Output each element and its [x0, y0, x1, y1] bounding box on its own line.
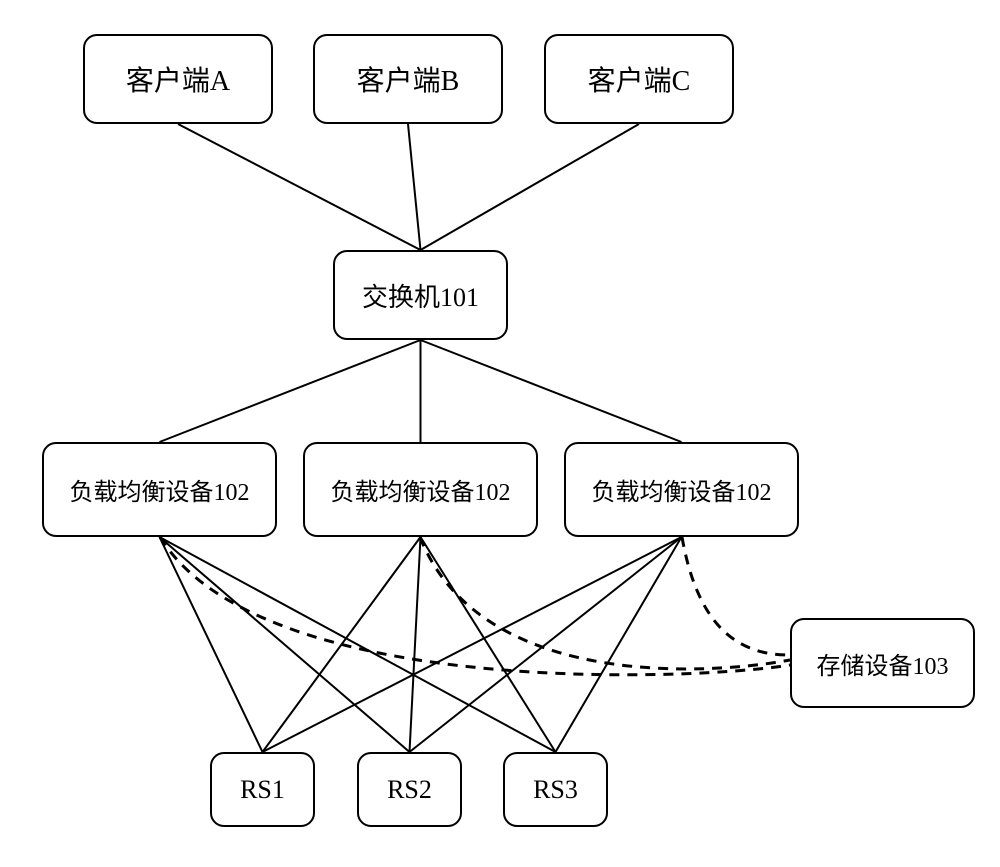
edge-solid [160, 537, 410, 752]
node-label: 负载均衡设备102 [592, 472, 772, 507]
node-rs3: RS3 [503, 752, 608, 827]
edges-layer [0, 0, 1000, 867]
node-lb3: 负载均衡设备102 [564, 442, 799, 537]
edge-solid [410, 537, 682, 752]
edge-solid [263, 537, 421, 752]
edge-solid [160, 537, 263, 752]
edge-solid [160, 340, 421, 442]
node-lb1: 负载均衡设备102 [42, 442, 277, 537]
node-label: 客户端B [357, 59, 460, 99]
node-label: 客户端A [126, 59, 230, 99]
node-label: 客户端C [588, 59, 691, 99]
node-rs1: RS1 [210, 752, 315, 827]
node-client-a: 客户端A [83, 34, 273, 124]
node-storage: 存储设备103 [790, 618, 975, 708]
node-label: 存储设备103 [817, 646, 949, 681]
edge-solid [160, 537, 556, 752]
node-label: RS2 [387, 775, 432, 805]
edge-dashed [420, 537, 790, 669]
edge-solid [410, 537, 421, 752]
node-rs2: RS2 [357, 752, 462, 827]
edge-solid [408, 124, 421, 250]
edge-solid [421, 537, 556, 752]
edge-dashed [682, 537, 790, 655]
node-label: 负载均衡设备102 [331, 472, 511, 507]
edge-solid [263, 537, 682, 752]
edge-dashed [160, 537, 790, 675]
diagram-canvas: 客户端A 客户端B 客户端C 交换机101 负载均衡设备102 负载均衡设备10… [0, 0, 1000, 867]
node-label: 负载均衡设备102 [70, 472, 250, 507]
node-label: RS1 [240, 775, 285, 805]
edge-solid [556, 537, 682, 752]
node-label: RS3 [533, 775, 578, 805]
node-label: 交换机101 [362, 277, 479, 314]
node-client-b: 客户端B [313, 34, 503, 124]
edge-solid [178, 124, 421, 250]
node-switch: 交换机101 [333, 250, 508, 340]
edge-solid [421, 340, 682, 442]
edge-solid [421, 124, 640, 250]
node-client-c: 客户端C [544, 34, 734, 124]
node-lb2: 负载均衡设备102 [303, 442, 538, 537]
